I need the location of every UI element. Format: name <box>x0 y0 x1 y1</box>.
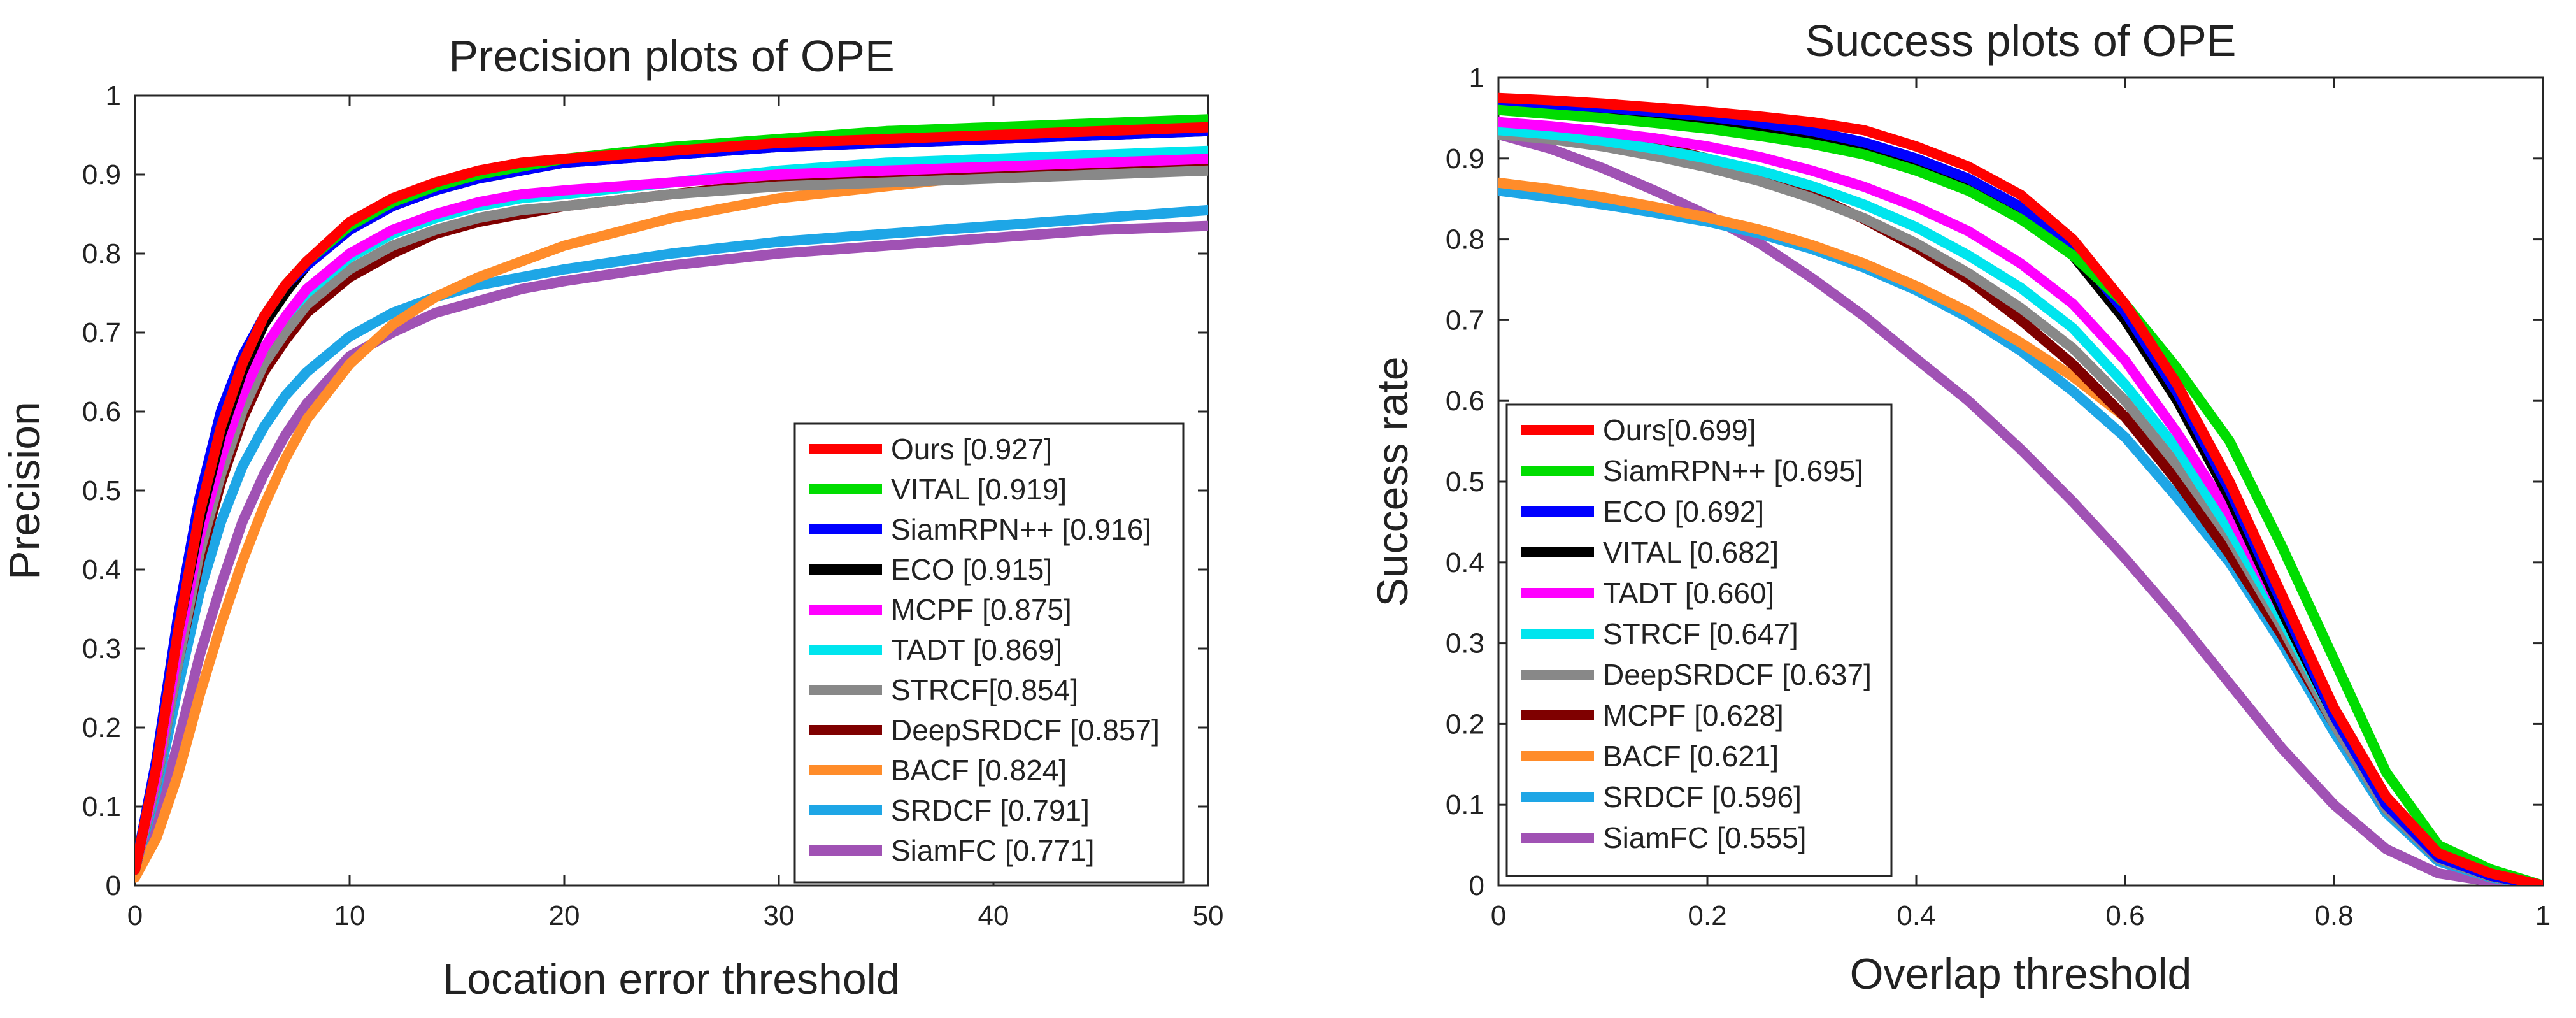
legend-label: TADT [0.869] <box>891 633 1062 666</box>
y-tick-label: 0.5 <box>82 475 121 506</box>
legend-label: SiamFC [0.771] <box>891 834 1095 867</box>
legend-item: DeepSRDCF [0.637] <box>1521 658 1872 691</box>
legend-label: DeepSRDCF [0.857] <box>891 713 1160 747</box>
y-tick-label: 0.3 <box>82 633 121 664</box>
y-tick-label: 0.8 <box>1446 224 1484 255</box>
y-tick-label: 0.4 <box>1446 547 1484 578</box>
legend-label: STRCF[0.854] <box>891 673 1078 706</box>
legend-item: SiamFC [0.555] <box>1521 821 1807 854</box>
legend-item: SiamRPN++ [0.916] <box>809 513 1151 546</box>
x-tick-label: 0.2 <box>1688 900 1726 931</box>
legend-item: STRCF[0.854] <box>809 673 1078 706</box>
y-tick-label: 0.1 <box>82 791 121 822</box>
chart-1: 0 10 20 30 40 50 0 0.1 0.2 0.3 0.4 0.5 0.6 0.7 0.8 0.9 1… <box>1 31 1223 1003</box>
legend-item: Ours [0.927] <box>809 433 1052 466</box>
legend-label: SRDCF [0.791] <box>891 794 1090 827</box>
legend-label: MCPF [0.628] <box>1603 699 1784 732</box>
legend-item: Ours[0.699] <box>1521 413 1756 447</box>
y-tick-label: 1 <box>1469 62 1484 94</box>
legend-item: ECO [0.915] <box>809 553 1052 586</box>
legend-label: TADT [0.660] <box>1603 577 1774 610</box>
legend-label: MCPF [0.875] <box>891 593 1072 626</box>
series-line-srdcf <box>135 204 1208 875</box>
legend-item: ECO [0.692] <box>1521 495 1764 528</box>
x-tick-label: 0.6 <box>2105 900 2144 931</box>
y-tick-label: 0.8 <box>82 238 121 269</box>
y-tick-label: 0 <box>1469 870 1484 901</box>
series-line-ours <box>1498 92 2543 885</box>
x-tick-label: 0 <box>127 900 143 931</box>
series-lines <box>135 114 1208 883</box>
x-axis-label: Location error threshold <box>443 955 900 1003</box>
y-tick-label: 0.7 <box>82 317 121 348</box>
x-tick-label: 50 <box>1193 900 1224 931</box>
x-tick-label: 30 <box>764 900 795 931</box>
legend-label: SiamRPN++ [0.916] <box>891 513 1151 546</box>
legend-label: BACF [0.621] <box>1603 740 1779 773</box>
y-tick-label: 0.9 <box>1446 143 1484 175</box>
legend: Ours [0.927] VITAL [0.919] SiamRPN++ [0.91… <box>793 422 1185 884</box>
chart-title: Precision plots of OPE <box>448 31 894 81</box>
legend-item: VITAL [0.919] <box>809 473 1067 506</box>
legend-label: ECO [0.692] <box>1603 495 1764 528</box>
series-line-siamrpn- <box>1498 104 2543 885</box>
x-tick-label: 1 <box>2535 900 2551 931</box>
y-tick-label: 0.2 <box>82 712 121 743</box>
y-tick-label: 0.7 <box>1446 305 1484 336</box>
y-tick-label: 0 <box>106 870 121 901</box>
chart-2: 0 0.2 0.4 0.6 0.8 1 0 0.1 0.2 0.3 0.4 0.5 0.6 0.7 0.8 0… <box>1369 16 2551 998</box>
legend-label: SiamFC [0.555] <box>1603 821 1807 854</box>
y-axis-label: Success rate <box>1369 356 1417 606</box>
legend-item: STRCF [0.647] <box>1521 617 1798 650</box>
legend-label: ECO [0.915] <box>891 553 1052 586</box>
x-tick-label: 0.4 <box>1896 900 1935 931</box>
legend-item: SRDCF [0.791] <box>809 794 1090 827</box>
y-tick-label: 0.9 <box>82 159 121 190</box>
y-tick-label: 0.6 <box>82 396 121 427</box>
legend-label: Ours[0.699] <box>1603 413 1756 447</box>
legend-label: VITAL [0.919] <box>891 473 1067 506</box>
legend-item: SiamRPN++ [0.695] <box>1521 454 1863 487</box>
legend-item: MCPF [0.875] <box>809 593 1072 626</box>
series-lines <box>1498 92 2543 885</box>
legend-label: SiamRPN++ [0.695] <box>1603 454 1863 487</box>
x-tick-label: 10 <box>334 900 366 931</box>
x-tick-label: 0 <box>1491 900 1506 931</box>
legend-item: VITAL [0.682] <box>1521 536 1779 569</box>
series-line-bacf <box>135 157 1208 883</box>
legend-item: MCPF [0.628] <box>1521 699 1784 732</box>
y-tick-label: 0.2 <box>1446 708 1484 740</box>
y-tick-label: 0.6 <box>1446 385 1484 417</box>
y-tick-label: 0.5 <box>1446 466 1484 498</box>
legend-item: DeepSRDCF [0.857] <box>809 713 1160 747</box>
legend-item: SiamFC [0.771] <box>809 834 1095 867</box>
legend-label: STRCF [0.647] <box>1603 617 1798 650</box>
series-line-siamfc <box>135 220 1208 883</box>
series-line-siamfc <box>1498 129 2543 885</box>
legend-label: Ours [0.927] <box>891 433 1052 466</box>
legend-item: BACF [0.824] <box>809 754 1067 787</box>
x-tick-label: 40 <box>978 900 1009 931</box>
legend-label: VITAL [0.682] <box>1603 536 1779 569</box>
y-tick-label: 0.3 <box>1446 628 1484 659</box>
x-tick-label: 0.8 <box>2314 900 2353 931</box>
legend-item: BACF [0.621] <box>1521 740 1779 773</box>
legend-label: SRDCF [0.596] <box>1603 780 1802 814</box>
series-line-ours <box>135 122 1208 875</box>
y-tick-label: 0.4 <box>82 554 121 585</box>
x-tick-label: 20 <box>549 900 580 931</box>
legend-item: SRDCF [0.596] <box>1521 780 1802 814</box>
legend-item: TADT [0.660] <box>1521 577 1774 610</box>
legend-label: BACF [0.824] <box>891 754 1067 787</box>
y-tick-label: 1 <box>106 80 121 111</box>
y-tick-label: 0.1 <box>1446 789 1484 821</box>
legend-label: DeepSRDCF [0.637] <box>1603 658 1872 691</box>
legend-item: TADT [0.869] <box>809 633 1062 666</box>
legend: Ours[0.699] SiamRPN++ [0.695] ECO [0.692] V… <box>1505 403 1893 877</box>
x-axis-label: Overlap threshold <box>1850 950 2192 998</box>
y-axis-label: Precision <box>1 401 49 580</box>
chart-title: Success plots of OPE <box>1805 16 2237 66</box>
